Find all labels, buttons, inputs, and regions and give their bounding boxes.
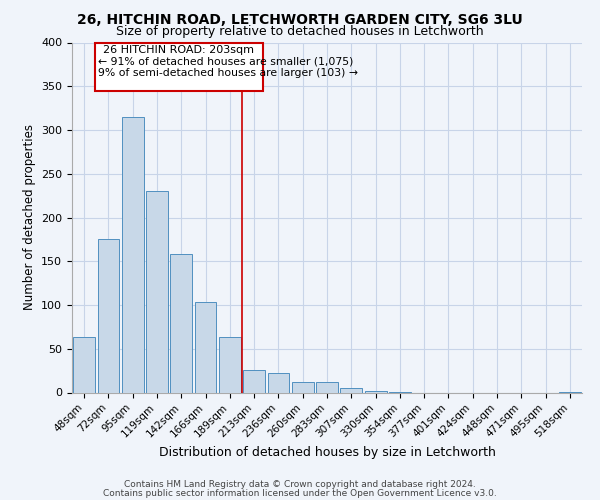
Bar bbox=[73, 338, 95, 392]
Text: Size of property relative to detached houses in Letchworth: Size of property relative to detached ho… bbox=[116, 25, 484, 38]
Text: 9% of semi-detached houses are larger (103) →: 9% of semi-detached houses are larger (1… bbox=[98, 68, 358, 78]
Bar bbox=[219, 338, 241, 392]
FancyBboxPatch shape bbox=[95, 42, 263, 90]
Bar bbox=[194, 302, 217, 392]
Text: Contains HM Land Registry data © Crown copyright and database right 2024.: Contains HM Land Registry data © Crown c… bbox=[124, 480, 476, 489]
Bar bbox=[292, 382, 314, 392]
Bar bbox=[340, 388, 362, 392]
Bar bbox=[170, 254, 192, 392]
Bar bbox=[268, 373, 289, 392]
Bar bbox=[97, 240, 119, 392]
Text: ← 91% of detached houses are smaller (1,075): ← 91% of detached houses are smaller (1,… bbox=[98, 56, 353, 66]
Y-axis label: Number of detached properties: Number of detached properties bbox=[23, 124, 35, 310]
Bar bbox=[243, 370, 265, 392]
Bar bbox=[365, 391, 386, 392]
Bar bbox=[122, 117, 143, 392]
Text: Contains public sector information licensed under the Open Government Licence v3: Contains public sector information licen… bbox=[103, 488, 497, 498]
Bar bbox=[146, 191, 168, 392]
Text: 26, HITCHIN ROAD, LETCHWORTH GARDEN CITY, SG6 3LU: 26, HITCHIN ROAD, LETCHWORTH GARDEN CITY… bbox=[77, 12, 523, 26]
X-axis label: Distribution of detached houses by size in Letchworth: Distribution of detached houses by size … bbox=[158, 446, 496, 459]
Text: 26 HITCHIN ROAD: 203sqm: 26 HITCHIN ROAD: 203sqm bbox=[103, 45, 254, 55]
Bar bbox=[316, 382, 338, 392]
